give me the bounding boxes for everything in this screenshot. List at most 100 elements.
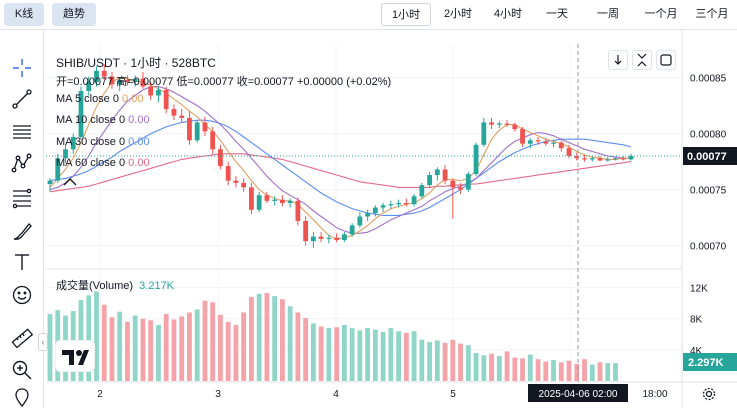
ohlc-readout: 开=0.00077 高=0.00077 低=0.00077 收=0.00077 … (56, 76, 392, 88)
time-tick-label: 4 (333, 389, 339, 400)
candle-body (218, 149, 223, 167)
volume-bar (94, 291, 99, 381)
collapse-icon (637, 53, 647, 67)
volume-bar (496, 356, 502, 381)
candle-body (450, 180, 456, 188)
volume-bar (341, 324, 347, 381)
pattern-icon[interactable] (10, 151, 34, 175)
time-tick-label: 2 (97, 389, 103, 400)
horizontal-lines-icon[interactable] (10, 120, 34, 144)
current-price-tag (683, 147, 737, 165)
volume-bar (218, 314, 223, 381)
pin-icon[interactable] (10, 386, 34, 410)
collapse-legend-icon[interactable] (61, 175, 79, 189)
volume-bar (187, 312, 192, 381)
settings-gear-icon[interactable] (701, 386, 717, 402)
candle-body (287, 200, 293, 204)
ma30-line (49, 119, 632, 216)
volume-bar (132, 315, 138, 381)
volume-bar (287, 306, 293, 381)
collapse-toolbar-chevron-icon[interactable]: ‹ (38, 333, 48, 351)
fib-retracement-icon[interactable] (10, 186, 34, 210)
candle-body (225, 166, 231, 181)
volume-bar (520, 358, 525, 381)
volume-bar (171, 319, 177, 381)
ma30-legend: MA 30 close 0 0.00 (56, 136, 150, 148)
volume-bar (326, 328, 332, 381)
candle-body (489, 122, 494, 125)
candle-body (55, 158, 61, 181)
emoji-icon[interactable] (10, 283, 34, 307)
candle-body (194, 122, 200, 141)
ma30-label: MA 30 close 0 (56, 136, 126, 148)
tab-trend[interactable]: 趋势 (52, 3, 96, 26)
volume-bar (558, 362, 564, 381)
candle-body (442, 169, 448, 181)
interval-1h[interactable]: 1小时 (381, 3, 431, 26)
brush-icon[interactable] (10, 219, 34, 243)
candle-body (47, 180, 53, 184)
volume-bar (589, 364, 595, 381)
volume-bar (504, 351, 510, 381)
candle-body (256, 195, 262, 210)
ruler-icon[interactable] (10, 326, 34, 350)
interval-3mo[interactable]: 三个月 (695, 8, 729, 20)
volume-bar (318, 326, 324, 381)
volume-bar (574, 363, 580, 381)
top-toolbar: K线 趋势 1小时 2小时 4小时 一天 一周 一个月 三个月 (0, 0, 737, 30)
volume-bar (194, 309, 200, 381)
candle-body (334, 237, 340, 240)
candle-body (156, 89, 161, 96)
candle-body (86, 82, 92, 92)
text-icon[interactable] (10, 250, 34, 274)
candle-body (202, 122, 208, 132)
price-tick-label: 0.00075 (690, 186, 727, 197)
volume-bar (450, 339, 456, 381)
candle-body (303, 220, 309, 242)
volume-bar (543, 361, 549, 381)
interval-2h[interactable]: 2小时 (443, 8, 473, 20)
ma10-label: MA 10 close 0 (56, 114, 126, 126)
volume-bar (148, 320, 154, 381)
price-tick-label: 0.00080 (690, 130, 727, 141)
current-volume-tag (683, 353, 737, 371)
candle-body (63, 149, 68, 159)
volume-bar (47, 314, 53, 381)
volume-bar (512, 357, 518, 381)
interval-1mo[interactable]: 一个月 (644, 8, 678, 20)
ma5-line (49, 77, 631, 240)
crosshair-overlay: 0.00077 2.297K 2025-04-06 02:00 (46, 44, 737, 402)
zoom-in-icon[interactable] (10, 358, 34, 382)
volume-bar (442, 342, 448, 381)
volume-bar (473, 352, 479, 381)
candle-body (512, 124, 518, 130)
ma60-value: 0.00 (128, 157, 150, 169)
volume-legend: 成交量(Volume) 3.217K (56, 277, 174, 293)
current-price-label: 0.00077 (687, 151, 727, 163)
crosshair-icon[interactable] (10, 56, 34, 80)
interval-1w[interactable]: 一周 (597, 8, 619, 20)
interval-4h[interactable]: 4小时 (493, 8, 523, 20)
axes: 0.00085 0.00080 0.00075 0.00070 12K 8K 4K 2 3 4 5 1… (97, 74, 726, 400)
volume-tick-label: 12K (690, 284, 708, 295)
move-down-button[interactable] (608, 50, 628, 70)
collapse-button[interactable] (632, 50, 652, 70)
interval-1d[interactable]: 一天 (546, 8, 568, 20)
candle-body (279, 199, 285, 204)
ma10-legend: MA 10 close 0 0.00 (56, 114, 150, 126)
volume-bar (101, 304, 107, 381)
trend-line-icon[interactable] (10, 87, 34, 111)
candle-body (582, 158, 587, 160)
candle-body (341, 234, 347, 240)
candle-body (349, 225, 355, 235)
volume-bar (566, 360, 572, 381)
maximize-button[interactable] (656, 50, 676, 70)
candle-body (148, 86, 154, 96)
volume-bar (427, 342, 432, 381)
candle-body (520, 129, 525, 144)
candle-body (613, 158, 618, 160)
volume-bar (109, 317, 115, 381)
volume-bar (272, 296, 278, 381)
tab-kline[interactable]: K线 (4, 3, 44, 26)
